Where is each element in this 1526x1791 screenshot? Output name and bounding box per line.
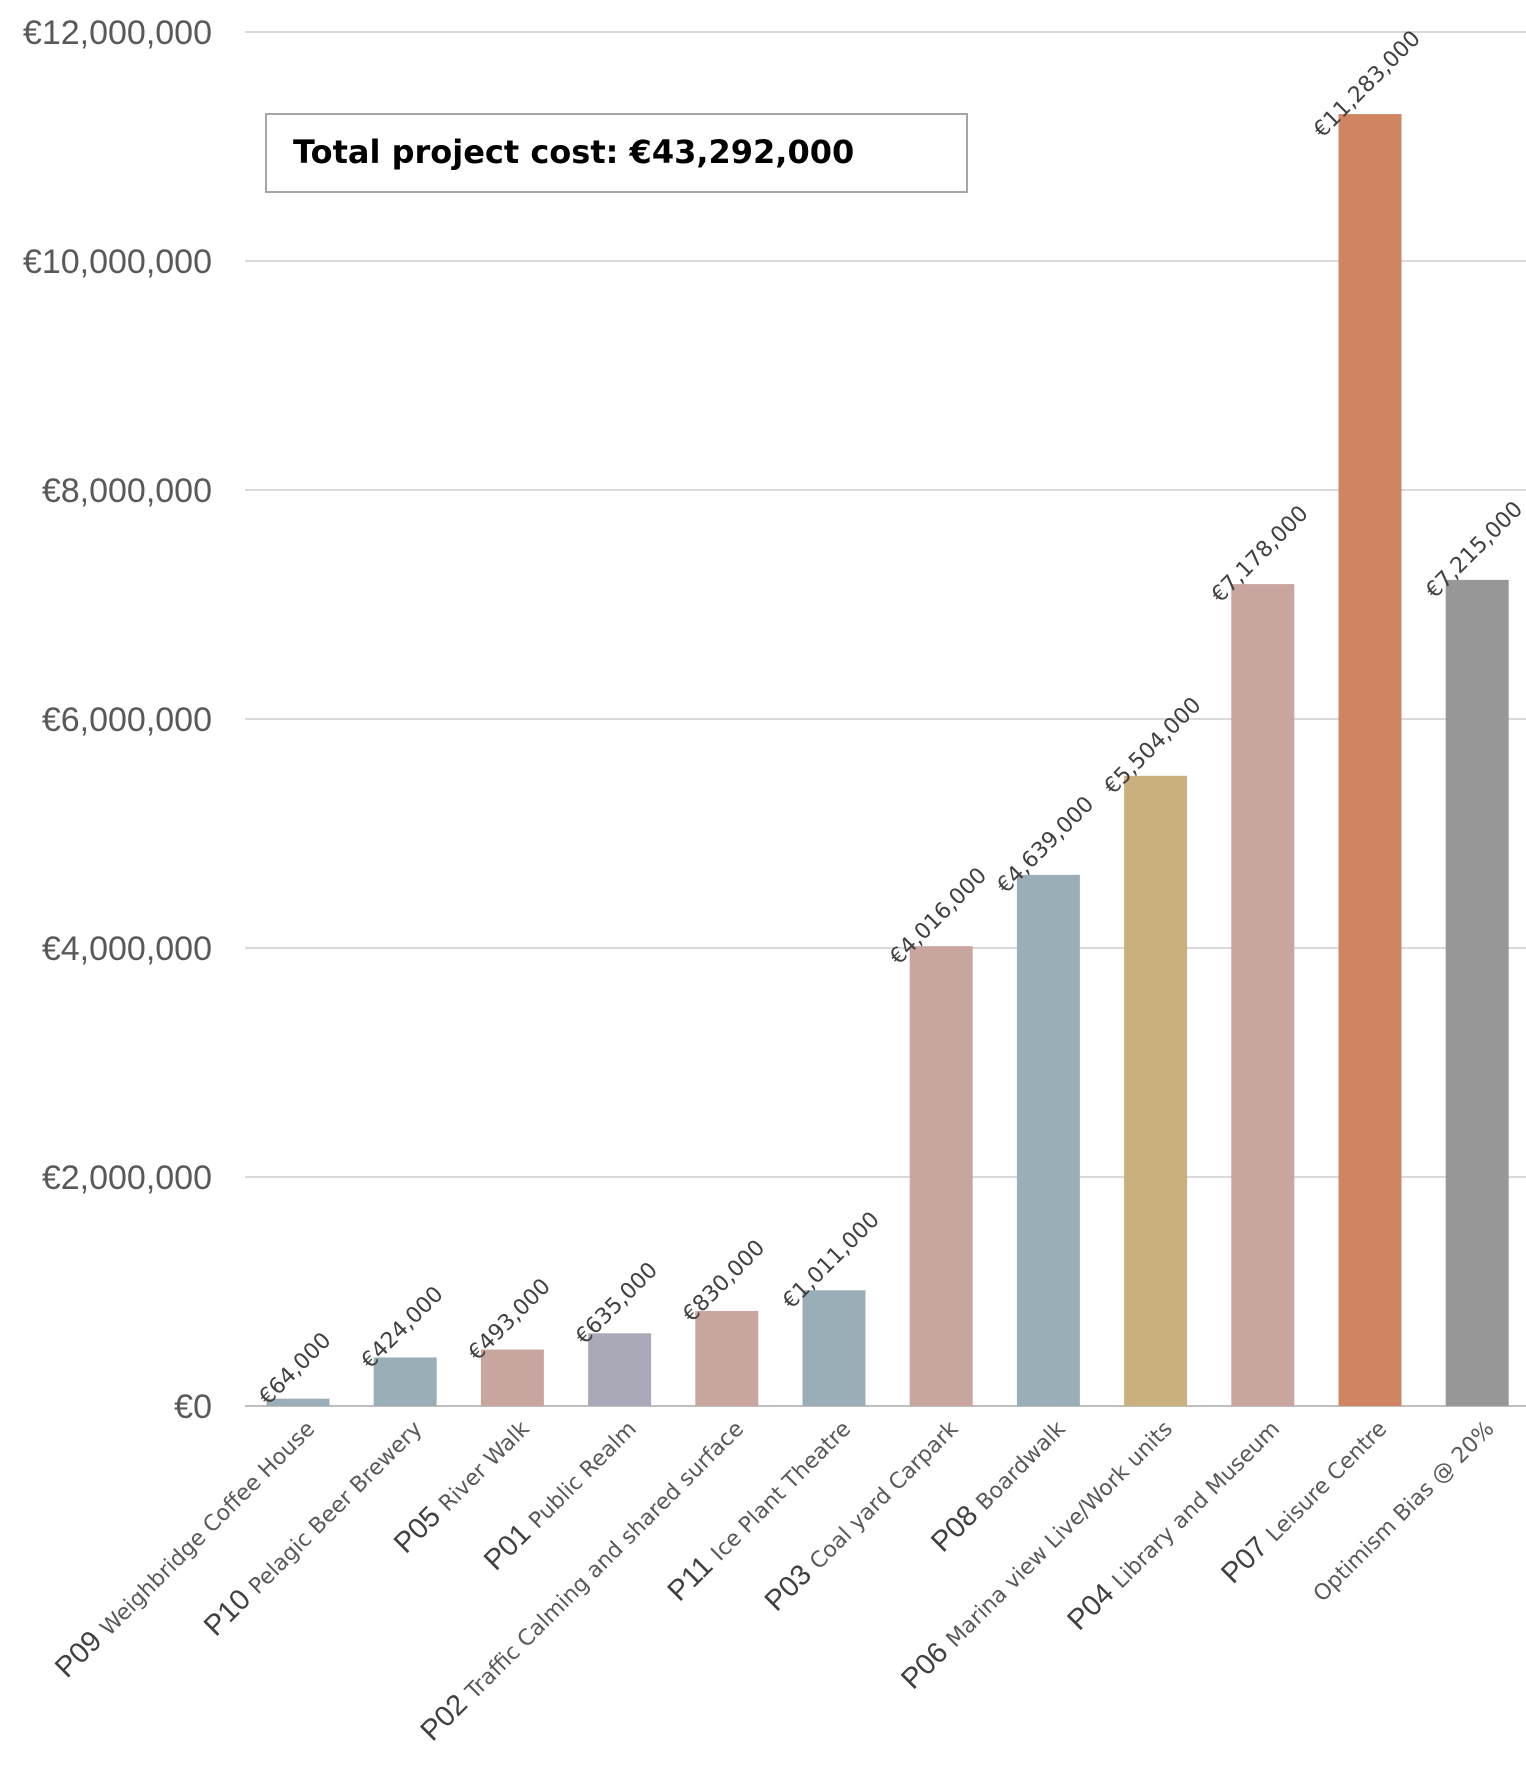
bar — [909, 946, 973, 1406]
bar — [1016, 874, 1080, 1406]
bar — [373, 1357, 437, 1406]
y-tick-label: €4,000,000 — [42, 930, 212, 968]
y-tick-label: €0 — [174, 1388, 212, 1426]
category-label: P04 Library and Museum — [1061, 1412, 1285, 1636]
data-label: €64,000 — [254, 1328, 336, 1410]
bar — [1231, 584, 1295, 1406]
y-tick-label: €12,000,000 — [23, 14, 212, 52]
bar — [480, 1349, 544, 1406]
category-label: P10 Pelagic Beer Brewery — [198, 1412, 428, 1642]
y-tick-label: €10,000,000 — [23, 243, 212, 281]
y-tick-label: €8,000,000 — [42, 472, 212, 510]
category-label: P03 Coal yard Carpark — [759, 1412, 964, 1617]
y-tick-label: €2,000,000 — [42, 1159, 212, 1197]
bar — [1124, 775, 1188, 1406]
bar — [1338, 114, 1402, 1407]
total-cost-box: Total project cost: €43,292,000 — [265, 113, 968, 193]
y-tick-label: €6,000,000 — [42, 701, 212, 739]
total-cost-label: Total project cost: €43,292,000 — [293, 133, 855, 171]
bar — [802, 1290, 866, 1406]
category-label: P11 Ice Plant Theatre — [662, 1412, 857, 1607]
bar — [1445, 579, 1509, 1406]
bar — [266, 1398, 330, 1406]
category-label: Optimism Bias @ 20% — [1309, 1417, 1500, 1608]
bar — [588, 1333, 652, 1406]
bar — [695, 1310, 759, 1406]
